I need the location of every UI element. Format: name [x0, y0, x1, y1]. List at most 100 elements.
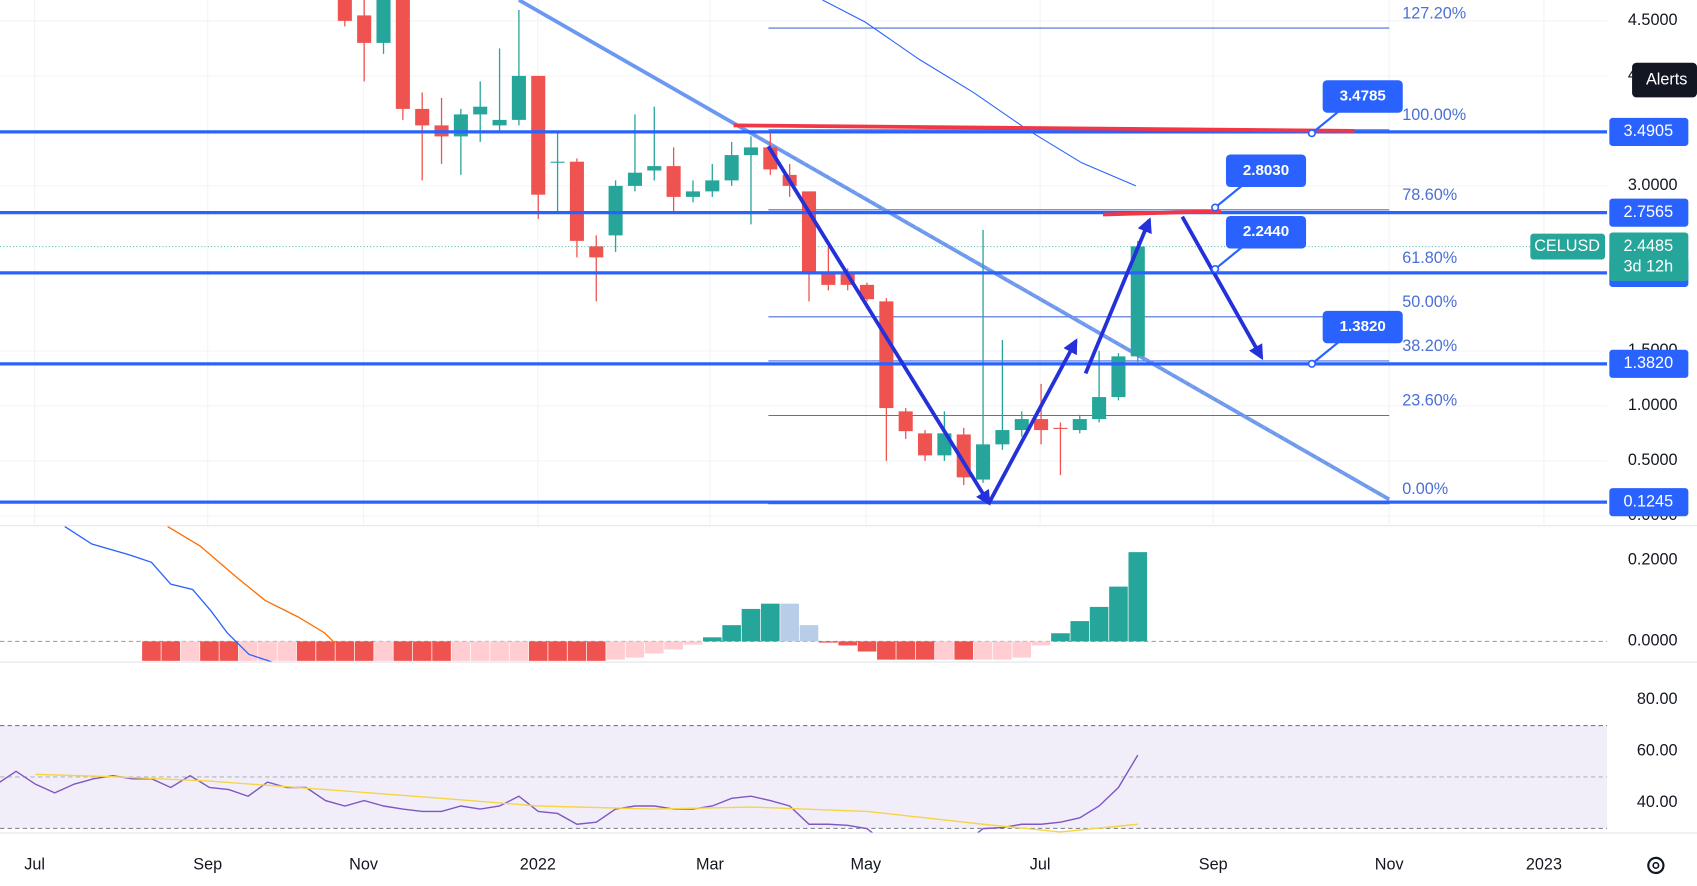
callout-connector — [1214, 244, 1246, 270]
trendline-dashed — [756, 134, 1390, 500]
alerts-button[interactable] — [1632, 62, 1697, 98]
callout-label: 2.2440 — [1243, 223, 1289, 240]
x-tick-label: 2023 — [1526, 856, 1562, 874]
histogram-bar — [722, 625, 741, 642]
histogram-bar — [1089, 606, 1109, 642]
callout-label: 3.4785 — [1340, 87, 1386, 104]
callout-label: 2.8030 — [1243, 162, 1289, 179]
x-tick-label: Jul — [1030, 856, 1051, 874]
candle-body — [1014, 419, 1029, 431]
candle-body — [1111, 356, 1126, 398]
histogram-bar — [935, 641, 954, 660]
x-tick-label: May — [851, 856, 883, 874]
y-tick-label: 0.0000 — [1628, 632, 1678, 650]
x-tick-label: 2022 — [520, 856, 556, 874]
settings-icon[interactable] — [1647, 856, 1665, 875]
histogram-bar — [954, 641, 974, 660]
callout-box — [1322, 80, 1403, 113]
fib-label: 127.20% — [1402, 4, 1466, 22]
settings-gear[interactable] — [1647, 856, 1665, 875]
fib-label: 50.00% — [1402, 293, 1457, 311]
histogram-bar — [625, 641, 645, 658]
level-axis-box — [1609, 349, 1689, 378]
histogram-bar — [567, 641, 587, 661]
y-tick-label: 1.0000 — [1628, 396, 1678, 414]
histogram-bar — [702, 637, 722, 642]
histogram-bar — [219, 641, 239, 661]
histogram-bar — [1109, 586, 1128, 642]
y-tick-label: 3.0000 — [1628, 176, 1678, 194]
last-price-box — [1609, 232, 1689, 282]
candle-body — [395, 0, 410, 109]
histogram-bar — [1031, 641, 1051, 646]
fib-label: 38.20% — [1402, 337, 1457, 355]
histogram-bar — [412, 641, 432, 661]
histogram-bar — [973, 641, 993, 660]
histogram-bar — [490, 641, 509, 661]
countdown-label: 3d 12h — [1623, 257, 1673, 275]
alerts-label[interactable]: Alerts — [1646, 70, 1687, 88]
histogram-bar — [780, 603, 799, 642]
last-price-label: 2.4485 — [1623, 237, 1673, 255]
candle-body — [1034, 419, 1049, 431]
callout-label: 1.3820 — [1340, 318, 1386, 335]
histogram-bar — [838, 641, 857, 646]
moving-average — [822, 0, 1137, 187]
histogram-bar — [354, 641, 374, 661]
candle-body — [569, 161, 584, 241]
callout-box — [1225, 154, 1307, 187]
arrow — [766, 145, 991, 506]
candle-body — [859, 284, 875, 300]
fib-label: 78.60% — [1402, 186, 1457, 204]
histogram-bar — [1070, 621, 1090, 642]
histogram-bar — [296, 641, 316, 661]
candle-body — [995, 430, 1010, 445]
histogram-bar — [142, 641, 161, 661]
callout-box — [1225, 216, 1307, 249]
callout-anchor — [1211, 264, 1220, 274]
resistance-line — [733, 123, 1355, 133]
candle-body — [608, 185, 623, 236]
histogram-bar — [683, 641, 703, 645]
level-axis-label: 3.4905 — [1623, 122, 1673, 140]
histogram-bar — [451, 641, 471, 661]
histogram-bar — [644, 641, 664, 654]
x-tick-label: Nov — [349, 856, 379, 874]
candle-body — [840, 273, 855, 285]
histogram-bar — [606, 641, 625, 660]
histogram-bar — [1051, 633, 1070, 642]
histogram-bar — [258, 641, 277, 661]
histogram-bar — [470, 641, 490, 661]
candle-body — [492, 119, 507, 126]
level-axis-box — [1609, 117, 1689, 146]
histogram-bar — [238, 641, 258, 661]
histogram-bar — [1128, 552, 1148, 642]
histogram-bar — [393, 641, 413, 661]
macd-line — [167, 526, 336, 644]
histogram-bar — [432, 641, 451, 661]
y-tick-label: 0.5000 — [1628, 451, 1678, 469]
candle-body — [473, 106, 488, 115]
x-tick-label: Mar — [696, 856, 725, 874]
callout-anchor — [1307, 359, 1316, 368]
callout-anchor — [1307, 129, 1316, 138]
callout-box — [1322, 310, 1403, 344]
candle-body — [357, 15, 372, 43]
fib-label: 61.80% — [1402, 249, 1457, 267]
x-tick-label: Sep — [193, 856, 222, 874]
histogram-bar — [509, 641, 529, 661]
level-axis-label: 2.7565 — [1623, 203, 1673, 221]
histogram-bar — [819, 641, 838, 643]
candle-body — [337, 0, 352, 21]
histogram-bar — [799, 625, 819, 642]
histogram-bar — [528, 641, 548, 661]
candle-body — [666, 166, 681, 197]
y-tick-label: 80.00 — [1637, 690, 1678, 708]
histogram-bar — [161, 641, 181, 661]
candle-body — [918, 433, 933, 456]
fib-label: 23.60% — [1402, 392, 1457, 410]
settings-gear-hub[interactable] — [1652, 861, 1660, 869]
y-tick-label: 60.00 — [1637, 742, 1678, 760]
